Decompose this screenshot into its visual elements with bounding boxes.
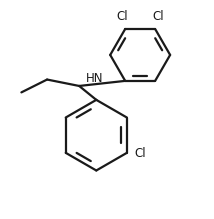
Text: Cl: Cl [153, 10, 164, 23]
Text: Cl: Cl [116, 10, 128, 23]
Text: Cl: Cl [134, 147, 146, 160]
Text: HN: HN [86, 72, 103, 85]
